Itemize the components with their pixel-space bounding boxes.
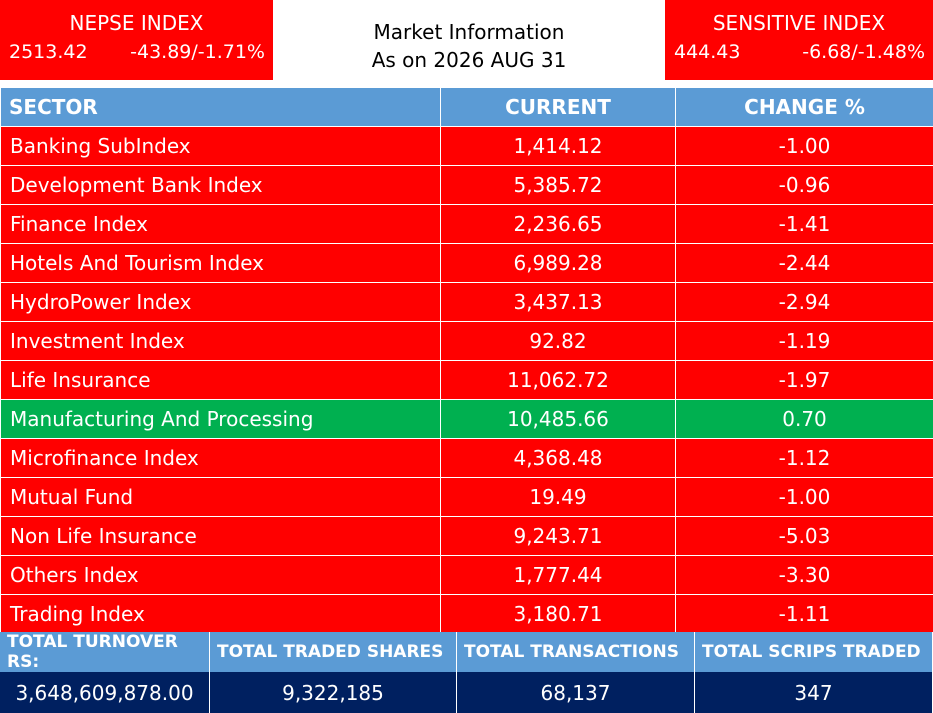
table-row: Manufacturing And Processing 10,485.66 0.7…	[0, 399, 933, 439]
sector-change: -1.11	[675, 594, 933, 634]
header-sector: SECTOR	[0, 87, 441, 127]
sector-change: -1.41	[675, 204, 933, 244]
totals-value-row: 3,648,609,878.00 9,322,185 68,137 347	[0, 672, 933, 713]
sensitive-index-title: SENSITIVE INDEX	[712, 11, 886, 35]
total-scrips-traded-value: 347	[695, 672, 933, 713]
table-row: Others Index 1,777.44 -3.30	[0, 555, 933, 595]
table-row: Life Insurance 11,062.72 -1.97	[0, 360, 933, 400]
sector-change: 0.70	[675, 399, 933, 439]
sector-current: 10,485.66	[440, 399, 676, 439]
sensitive-index-values: 444.43 -6.68/-1.48%	[674, 41, 925, 63]
sector-change: -1.97	[675, 360, 933, 400]
total-turnover-label: TOTAL TURNOVER RS:	[0, 632, 210, 672]
table-row: Development Bank Index 5,385.72 -0.96	[0, 165, 933, 205]
sensitive-index-value: 444.43	[674, 41, 741, 63]
total-scrips-traded-label: TOTAL SCRIPS TRADED	[695, 632, 933, 672]
sector-current: 4,368.48	[440, 438, 676, 478]
sector-current: 2,236.65	[440, 204, 676, 244]
sector-name: Hotels And Tourism Index	[0, 243, 441, 283]
nepse-index-title: NEPSE INDEX	[69, 11, 204, 35]
sector-change: -1.19	[675, 321, 933, 361]
sector-current: 3,437.13	[440, 282, 676, 322]
market-info: Market Information As on 2026 AUG 31	[273, 18, 665, 74]
table-row: Microfinance Index 4,368.48 -1.12	[0, 438, 933, 478]
market-info-date: As on 2026 AUG 31	[371, 48, 567, 72]
total-traded-shares-label: TOTAL TRADED SHARES	[210, 632, 457, 672]
total-transactions-label: TOTAL TRANSACTIONS	[457, 632, 695, 672]
sector-name: Others Index	[0, 555, 441, 595]
sector-current: 1,414.12	[440, 126, 676, 166]
sector-change: -1.12	[675, 438, 933, 478]
nepse-index-values: 2513.42 -43.89/-1.71%	[9, 41, 265, 63]
sector-current: 19.49	[440, 477, 676, 517]
sector-name: Development Bank Index	[0, 165, 441, 205]
sector-change: -3.30	[675, 555, 933, 595]
table-row: Banking SubIndex 1,414.12 -1.00	[0, 126, 933, 166]
header-current: CURRENT	[440, 87, 676, 127]
sector-name: Non Life Insurance	[0, 516, 441, 556]
sector-change: -2.44	[675, 243, 933, 283]
sector-current: 3,180.71	[440, 594, 676, 634]
sector-current: 6,989.28	[440, 243, 676, 283]
sector-name: Investment Index	[0, 321, 441, 361]
sector-change: -0.96	[675, 165, 933, 205]
nepse-index-box: NEPSE INDEX 2513.42 -43.89/-1.71%	[0, 0, 273, 80]
header-change: CHANGE %	[675, 87, 933, 127]
sector-change: -1.00	[675, 126, 933, 166]
nepse-index-value: 2513.42	[9, 41, 88, 63]
sector-current: 92.82	[440, 321, 676, 361]
sector-change: -5.03	[675, 516, 933, 556]
table-row: Hotels And Tourism Index 6,989.28 -2.44	[0, 243, 933, 283]
sector-name: Microfinance Index	[0, 438, 441, 478]
total-traded-shares-value: 9,322,185	[210, 672, 457, 713]
total-turnover-value: 3,648,609,878.00	[0, 672, 210, 713]
sector-current: 5,385.72	[440, 165, 676, 205]
table-row: HydroPower Index 3,437.13 -2.94	[0, 282, 933, 322]
table-row: Trading Index 3,180.71 -1.11	[0, 594, 933, 634]
table-row: Investment Index 92.82 -1.19	[0, 321, 933, 361]
sensitive-index-box: SENSITIVE INDEX 444.43 -6.68/-1.48%	[665, 0, 933, 80]
totals-header-row: TOTAL TURNOVER RS: TOTAL TRADED SHARES T…	[0, 632, 933, 672]
total-transactions-value: 68,137	[457, 672, 695, 713]
sector-name: Mutual Fund	[0, 477, 441, 517]
sector-current: 11,062.72	[440, 360, 676, 400]
sector-table-header: SECTOR CURRENT CHANGE %	[0, 87, 933, 127]
nepse-index-change: -43.89/-1.71%	[130, 41, 265, 63]
sector-name: Trading Index	[0, 594, 441, 634]
sector-table: SECTOR CURRENT CHANGE % Banking SubIndex…	[0, 87, 933, 634]
sector-name: Manufacturing And Processing	[0, 399, 441, 439]
table-row: Mutual Fund 19.49 -1.00	[0, 477, 933, 517]
sector-name: Finance Index	[0, 204, 441, 244]
sector-name: HydroPower Index	[0, 282, 441, 322]
table-row: Finance Index 2,236.65 -1.41	[0, 204, 933, 244]
sector-change: -2.94	[675, 282, 933, 322]
market-info-title: Market Information	[373, 20, 565, 44]
sector-change: -1.00	[675, 477, 933, 517]
table-row: Non Life Insurance 9,243.71 -5.03	[0, 516, 933, 556]
sector-current: 9,243.71	[440, 516, 676, 556]
sensitive-index-change: -6.68/-1.48%	[802, 41, 925, 63]
sector-name: Life Insurance	[0, 360, 441, 400]
sector-current: 1,777.44	[440, 555, 676, 595]
sector-name: Banking SubIndex	[0, 126, 441, 166]
